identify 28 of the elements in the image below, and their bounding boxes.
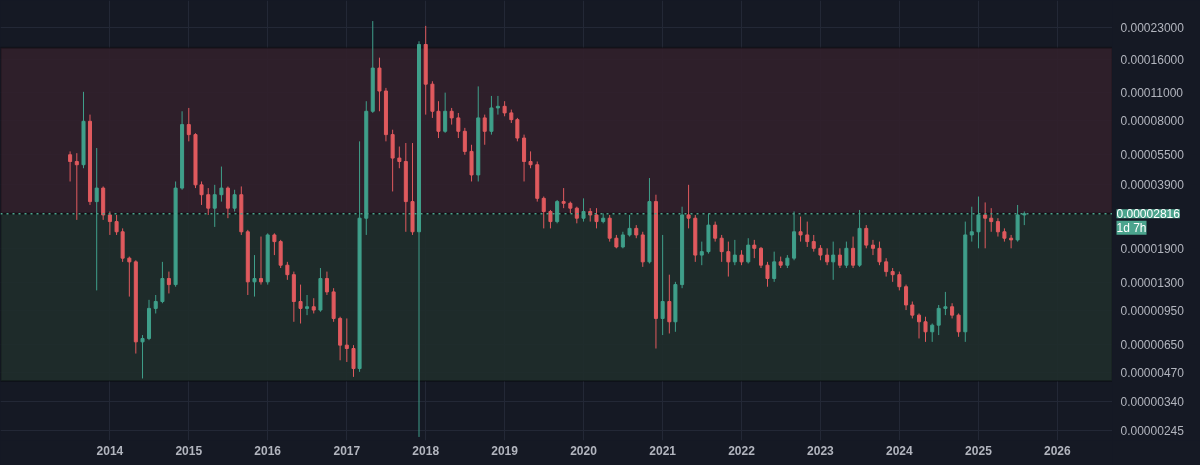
x-tick-label: 2017: [333, 443, 361, 458]
y-tick-label: 0.00003900: [1120, 178, 1185, 193]
x-tick-label: 2024: [886, 443, 914, 458]
x-tick-label: 2015: [175, 443, 203, 458]
x-tick-label: 2026: [1044, 443, 1072, 458]
y-tick-label: 0.00001900: [1120, 242, 1185, 257]
y-tick-label: 0.00023000: [1120, 20, 1185, 35]
y-tick-label: 0.00000650: [1120, 337, 1185, 352]
y-tick-label: 0.00000245: [1120, 424, 1185, 439]
x-tick-label: 2016: [254, 443, 282, 458]
y-tick-label: 0.00000340: [1120, 395, 1185, 410]
x-tick-label: 2020: [570, 443, 598, 458]
x-tick-label: 2023: [807, 443, 835, 458]
x-tick-label: 2018: [412, 443, 440, 458]
y-tick-label: 0.00000950: [1120, 303, 1185, 318]
text: 1d 7h: [1116, 220, 1147, 235]
y-tick-label: 0.00000470: [1120, 366, 1185, 381]
y-tick-label: 0.00008000: [1120, 114, 1185, 129]
y-tick-label: 0.00005500: [1120, 147, 1185, 162]
x-tick-label: 2019: [491, 443, 519, 458]
y-tick-label: 0.00011000: [1120, 86, 1184, 101]
x-tick-label: 2021: [649, 443, 677, 458]
y-tick-label: 0.00016000: [1120, 52, 1185, 67]
x-tick-label: 2025: [965, 443, 993, 458]
x-tick-label: 2022: [728, 443, 756, 458]
x-tick-label: 2014: [96, 443, 124, 458]
y-tick-label: 0.00001300: [1120, 276, 1185, 291]
ref-line-label: 0.00002816: [1116, 207, 1181, 222]
